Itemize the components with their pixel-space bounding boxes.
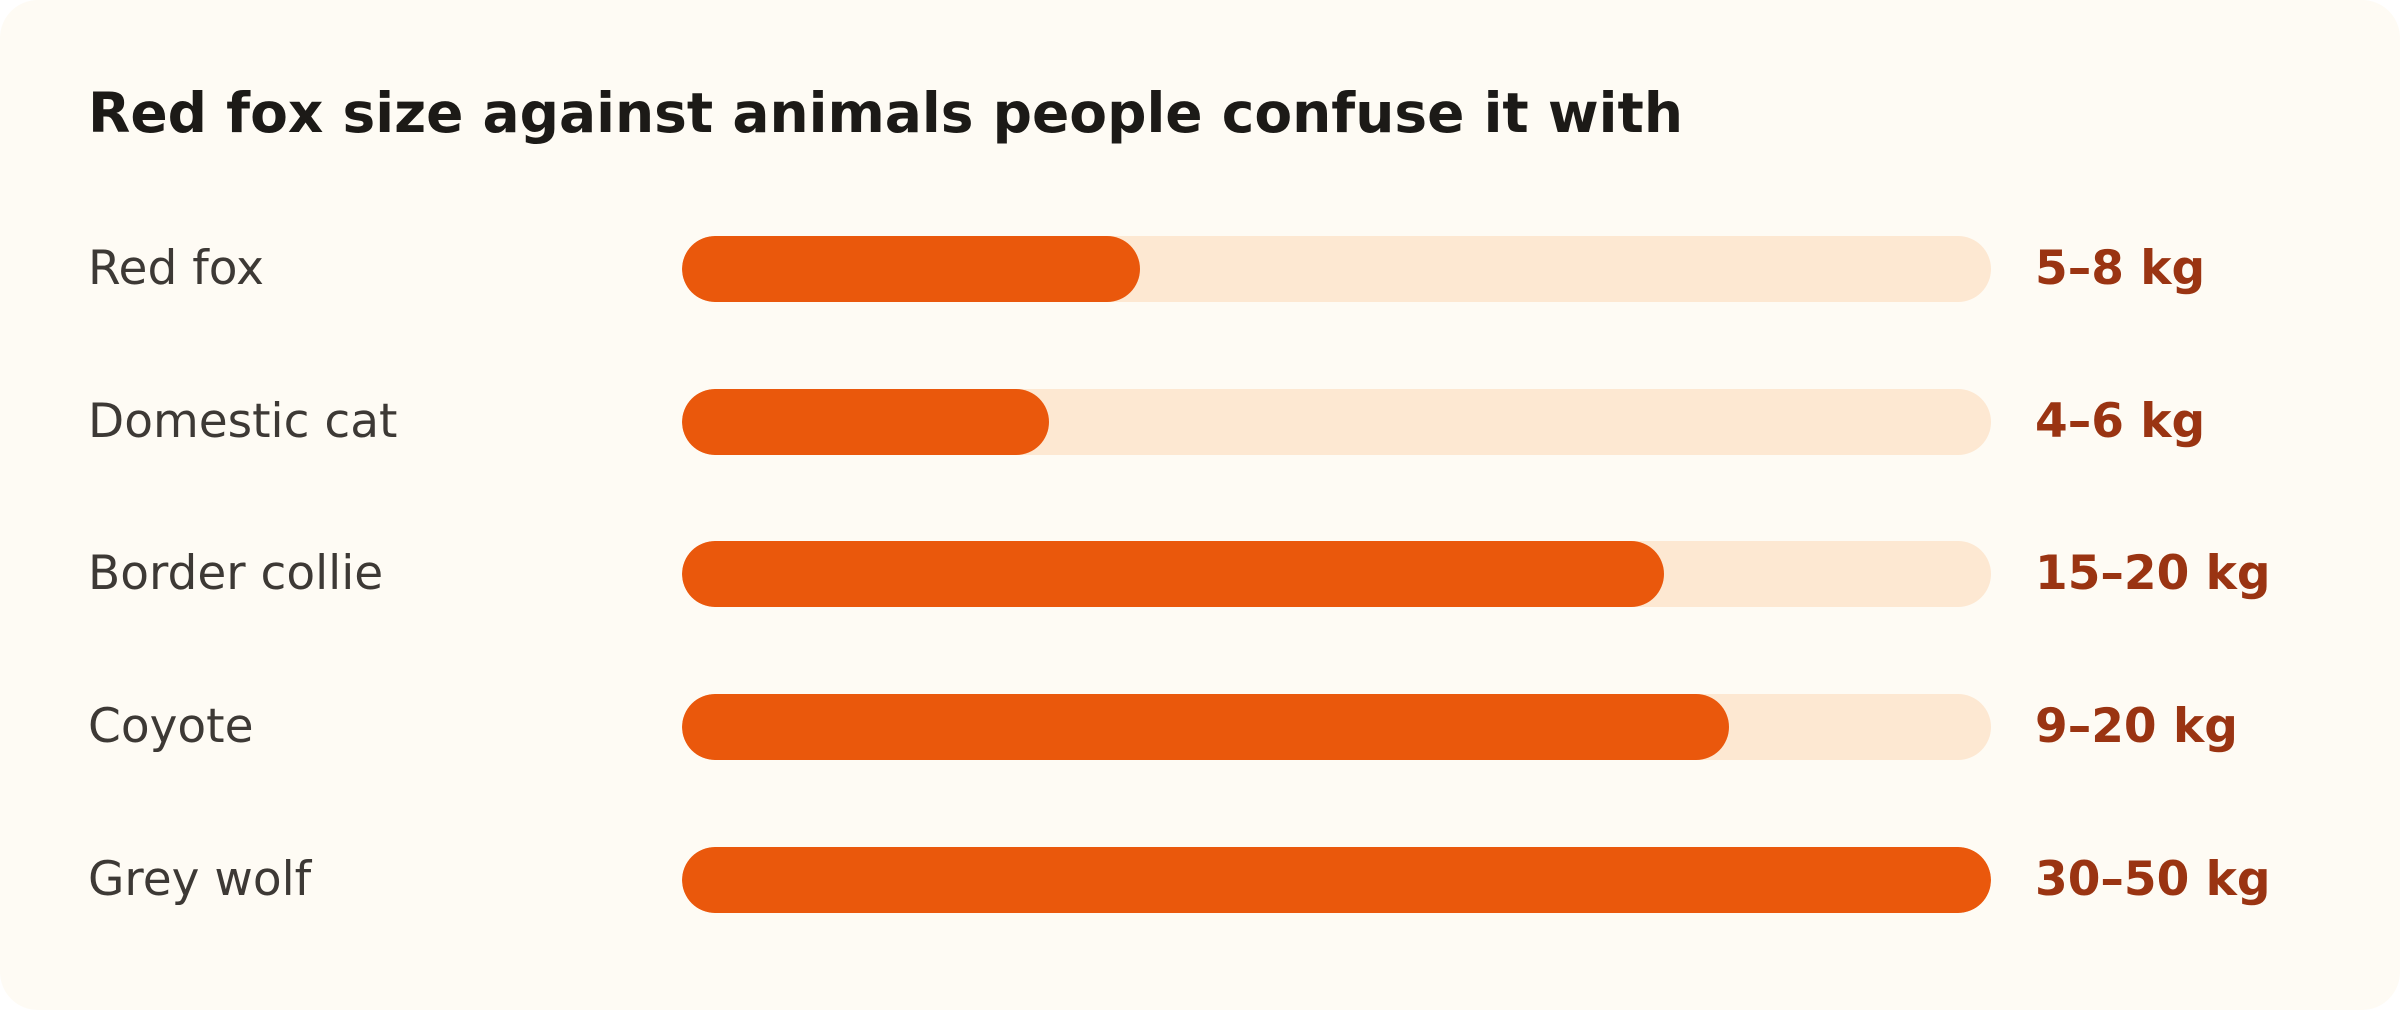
value-label: 9–20 kg [2035, 699, 2238, 754]
bar-track [682, 694, 1991, 760]
bar-track [682, 847, 1991, 913]
bar-border-collie [682, 541, 1664, 607]
value-label: 5–8 kg [2035, 241, 2206, 296]
bar-red-fox [682, 236, 1141, 302]
bar-row-domestic-cat: Domestic cat 4–6 kg [0, 389, 2400, 455]
value-label: 30–50 kg [2035, 852, 2271, 907]
category-label: Domestic cat [88, 394, 398, 449]
bar-row-border-collie: Border collie 15–20 kg [0, 541, 2400, 607]
bar-grey-wolf [682, 847, 1991, 913]
category-label: Border collie [88, 546, 384, 601]
bar-domestic-cat [682, 389, 1049, 455]
bar-track [682, 236, 1991, 302]
category-label: Red fox [88, 241, 264, 296]
chart-title: Red fox size against animals people conf… [88, 81, 1683, 145]
category-label: Grey wolf [88, 852, 312, 907]
bar-track [682, 541, 1991, 607]
bar-row-red-fox: Red fox 5–8 kg [0, 236, 2400, 302]
bar-coyote [682, 694, 1730, 760]
value-label: 4–6 kg [2035, 394, 2206, 449]
bar-row-coyote: Coyote 9–20 kg [0, 694, 2400, 760]
value-label: 15–20 kg [2035, 546, 2271, 601]
category-label: Coyote [88, 699, 254, 754]
bar-track [682, 389, 1991, 455]
bar-row-grey-wolf: Grey wolf 30–50 kg [0, 847, 2400, 913]
